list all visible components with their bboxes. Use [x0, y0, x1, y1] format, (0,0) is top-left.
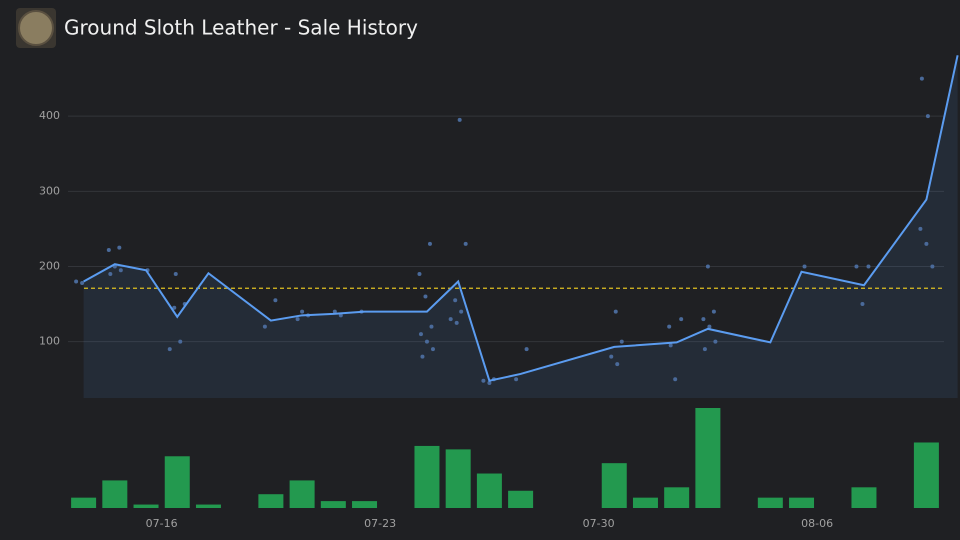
sale-point	[613, 309, 618, 314]
sale-point	[430, 347, 435, 352]
volume-bar	[320, 501, 346, 508]
volume-bar	[164, 456, 190, 508]
volume-bar	[632, 497, 658, 508]
sale-point	[418, 332, 423, 337]
volume-bar	[71, 497, 97, 508]
sale-point	[866, 264, 871, 269]
volume-bar	[445, 449, 471, 508]
sale-point	[420, 354, 425, 359]
sale-point	[117, 245, 122, 250]
sale-point	[668, 343, 673, 348]
sale-point	[609, 354, 614, 359]
sale-point	[448, 317, 453, 322]
sale-point	[167, 347, 172, 352]
sale-point	[417, 271, 422, 276]
sale-point	[459, 309, 464, 314]
sale-point	[178, 339, 183, 344]
price-area	[83, 55, 958, 398]
y-tick-label: 100	[39, 335, 60, 348]
volume-bar	[601, 463, 627, 508]
volume-bar	[102, 480, 128, 508]
x-tick-label: 07-16	[146, 517, 178, 530]
volume-bar	[289, 480, 315, 508]
volume-bar	[508, 490, 534, 508]
sale-point	[673, 377, 678, 382]
sale-point	[108, 271, 113, 276]
sale-point	[711, 309, 716, 314]
sale-point	[707, 324, 712, 329]
sale-point	[173, 271, 178, 276]
sale-point	[106, 247, 111, 252]
sale-point	[919, 76, 924, 81]
sale-point	[332, 309, 337, 314]
volume-bar	[789, 497, 815, 508]
sale-point	[300, 309, 305, 314]
y-tick-label: 200	[39, 259, 60, 272]
sale-point	[423, 294, 428, 299]
sale-point	[702, 347, 707, 352]
sale-point	[427, 241, 432, 246]
x-tick-label: 08-06	[801, 517, 833, 530]
sale-point	[679, 317, 684, 322]
sale-point	[429, 324, 434, 329]
sale-point	[918, 226, 923, 231]
sale-point	[424, 339, 429, 344]
sale-point	[457, 117, 462, 122]
x-tick-label: 07-30	[583, 517, 615, 530]
sale-point	[860, 302, 865, 307]
volume-bar	[757, 497, 783, 508]
sale-point	[924, 241, 929, 246]
y-tick-label: 400	[39, 109, 60, 122]
sale-point	[514, 377, 519, 382]
volume-bar	[664, 487, 690, 508]
volume-bar	[195, 504, 221, 508]
sale-point	[74, 279, 79, 284]
sale-point	[619, 339, 624, 344]
volume-bar	[476, 473, 502, 508]
item-icon-disc	[18, 10, 54, 46]
sale-point	[80, 281, 85, 286]
sale-point	[615, 362, 620, 367]
volume-bar	[695, 408, 721, 508]
sale-point	[172, 305, 177, 310]
sale-point	[701, 317, 706, 322]
y-tick-label: 300	[39, 184, 60, 197]
sale-point	[713, 339, 718, 344]
sale-point	[487, 380, 492, 385]
sale-point	[925, 114, 930, 119]
sale-point	[454, 320, 459, 325]
volume-bar	[352, 501, 378, 508]
volume-bar	[258, 494, 284, 508]
sale-point	[273, 298, 278, 303]
sale-point	[930, 264, 935, 269]
sale-point	[802, 264, 807, 269]
chart-title: Ground Sloth Leather - Sale History	[64, 16, 418, 40]
sale-point	[481, 378, 486, 383]
sale-point	[295, 317, 300, 322]
x-tick-label: 07-23	[364, 517, 396, 530]
price-line	[83, 55, 959, 382]
sale-point	[453, 298, 458, 303]
volume-bar	[414, 445, 440, 508]
sale-point	[262, 324, 267, 329]
volume-bar	[913, 442, 939, 508]
sale-point	[667, 324, 672, 329]
sale-point	[524, 347, 529, 352]
sale-point	[118, 268, 123, 273]
sale-point	[705, 264, 710, 269]
volume-bar	[133, 504, 159, 508]
sale-point	[854, 264, 859, 269]
sale-point	[463, 241, 468, 246]
volume-bar	[851, 487, 877, 508]
